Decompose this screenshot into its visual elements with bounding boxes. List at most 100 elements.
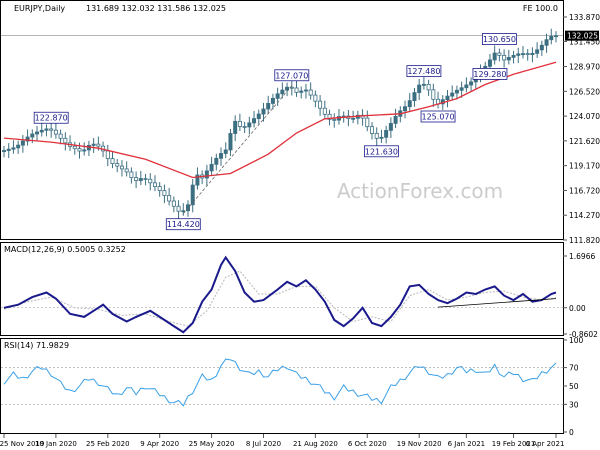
candle-body bbox=[44, 128, 49, 131]
candle-body bbox=[497, 52, 502, 56]
candle-body bbox=[450, 92, 455, 97]
macd-tick-label: -0.8602 bbox=[569, 330, 598, 339]
price-annotation-box bbox=[364, 145, 399, 158]
candle-body bbox=[379, 136, 384, 139]
price-annotation-label: 129.280 bbox=[473, 70, 506, 79]
candle-body bbox=[247, 122, 252, 128]
last-price-badge bbox=[565, 30, 599, 41]
candle-body bbox=[138, 178, 143, 181]
macd-tick-label: 1.6966 bbox=[569, 252, 595, 261]
candle-body bbox=[365, 117, 370, 128]
rsi-tick-label: 100 bbox=[569, 336, 584, 345]
candle-body bbox=[233, 120, 238, 134]
candle-body bbox=[223, 149, 228, 154]
candle-body bbox=[459, 87, 464, 91]
macd-tick-label: 0.00 bbox=[569, 304, 586, 313]
rsi-tick-label: 70 bbox=[569, 364, 579, 373]
price-tick-label: 114.270 bbox=[569, 211, 600, 220]
price-annotation-label: 127.480 bbox=[407, 67, 440, 76]
x-tick-label: 25 May 2020 bbox=[189, 440, 235, 448]
price-annotation-label: 114.420 bbox=[167, 220, 200, 229]
rsi-series: 100 70 50 30 0 bbox=[1, 336, 584, 437]
candle-body bbox=[384, 129, 389, 138]
macd-panel-frame bbox=[0, 242, 564, 336]
macd-signal-line bbox=[3, 270, 557, 327]
macd-line bbox=[3, 255, 557, 334]
price-tick-label: 124.070 bbox=[569, 112, 600, 121]
price-annotation-label: 122.870 bbox=[35, 114, 68, 123]
candle-body bbox=[190, 184, 195, 206]
candle-body bbox=[162, 190, 167, 196]
price-ohlc-readout: 131.689 132.032 131.586 132.025 bbox=[86, 4, 226, 13]
candle-body bbox=[148, 178, 153, 184]
candle-body bbox=[299, 90, 304, 93]
candle-body bbox=[171, 200, 176, 207]
candle-body bbox=[544, 39, 549, 46]
candle-body bbox=[115, 163, 120, 167]
candle-body bbox=[96, 143, 101, 147]
candle-body bbox=[219, 153, 224, 159]
candle-body bbox=[511, 54, 516, 58]
candle-body bbox=[421, 83, 426, 86]
price-chart-title: EURJPY,Daily bbox=[14, 4, 65, 13]
candle-body bbox=[16, 144, 21, 149]
candle-body bbox=[431, 89, 436, 100]
candle-body bbox=[539, 44, 544, 51]
candle-body bbox=[237, 120, 242, 127]
candle-body bbox=[417, 84, 422, 93]
price-annotation-box bbox=[420, 110, 456, 123]
price-annotation-box bbox=[406, 65, 442, 78]
price-tick-label: 119.170 bbox=[569, 162, 600, 171]
candle-body bbox=[332, 118, 337, 121]
candle-body bbox=[105, 150, 110, 159]
x-tick-label: 6 Jan 2021 bbox=[448, 440, 486, 448]
candle-body bbox=[426, 83, 431, 91]
candle-body bbox=[535, 49, 540, 54]
price-tick-label: 128.970 bbox=[569, 63, 600, 72]
price-annotation-box bbox=[481, 33, 517, 45]
price-annotation-label: 121.630 bbox=[365, 147, 398, 156]
candle-body bbox=[30, 133, 35, 138]
candle-body bbox=[516, 53, 521, 56]
candle-body bbox=[445, 95, 450, 101]
candle-body bbox=[6, 148, 11, 151]
rsi-line bbox=[3, 358, 557, 407]
candle-body bbox=[492, 52, 497, 61]
candle-body bbox=[256, 113, 261, 119]
x-tick-label: 19 Nov 2020 bbox=[397, 440, 442, 448]
candle-body bbox=[143, 178, 148, 180]
candle-body bbox=[39, 129, 44, 133]
candle-body bbox=[35, 131, 40, 135]
candle-body bbox=[506, 57, 511, 61]
candle-body bbox=[487, 59, 492, 67]
x-tick-label: 6 Oct 2020 bbox=[348, 440, 387, 448]
rsi-panel-frame bbox=[0, 338, 564, 434]
candle-body bbox=[11, 147, 16, 150]
candle-body bbox=[412, 92, 417, 102]
price-tick-label: 121.620 bbox=[569, 137, 600, 146]
candle-body bbox=[195, 174, 200, 186]
price-y-axis: 133.870 131.450 128.970 126.520 124.070 121.6… bbox=[1, 13, 600, 245]
candle-body bbox=[110, 158, 115, 164]
candle-body bbox=[82, 149, 87, 152]
candle-body bbox=[261, 108, 266, 115]
candle-body bbox=[374, 133, 379, 139]
candle-body bbox=[464, 84, 469, 89]
candle-body bbox=[327, 113, 332, 120]
x-tick-label: 10 Jan 2020 bbox=[35, 440, 77, 448]
candle-body bbox=[530, 52, 535, 56]
candle-body bbox=[20, 140, 25, 146]
candle-body bbox=[407, 100, 412, 108]
candle-body bbox=[77, 148, 82, 152]
macd-title: MACD(12,26,9) 0.5005 0.3252 bbox=[4, 245, 126, 254]
candle-body bbox=[157, 186, 162, 192]
x-tick-label: 19 Feb 2021 bbox=[492, 440, 536, 448]
x-tick-label: 9 Apr 2020 bbox=[140, 440, 179, 448]
candle-body bbox=[469, 81, 474, 86]
candle-body bbox=[554, 35, 559, 38]
x-tick-label: 8 Jul 2020 bbox=[246, 440, 281, 448]
candle-body bbox=[209, 163, 214, 172]
candle-body bbox=[176, 205, 181, 212]
